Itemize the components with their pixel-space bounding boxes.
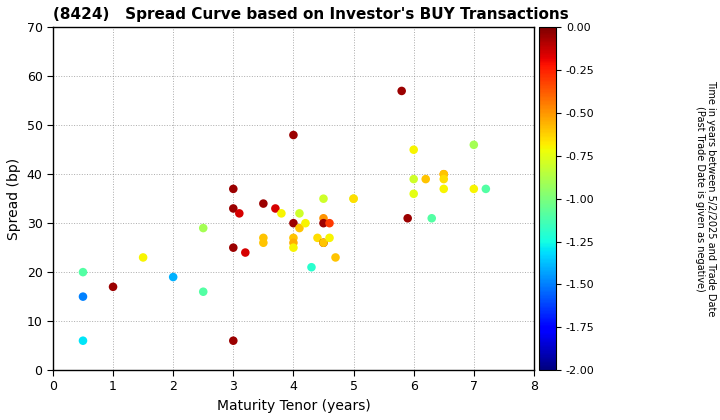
Text: (8424)   Spread Curve based on Investor's BUY Transactions: (8424) Spread Curve based on Investor's … [53,7,569,22]
Point [77,269,89,276]
Point [288,239,300,246]
Point [240,249,251,256]
Point [408,190,420,197]
Point [438,176,449,182]
Point [408,146,420,153]
Point [426,215,438,222]
Point [438,186,449,192]
Point [294,225,305,231]
Point [138,254,149,261]
Point [318,220,329,226]
Point [288,131,300,138]
Point [396,88,408,94]
Point [197,225,209,231]
Point [348,195,359,202]
Point [330,254,341,261]
Point [420,176,431,182]
Point [438,171,449,178]
Point [276,210,287,217]
Y-axis label: Time in years between 5/2/2025 and Trade Date
(Past Trade Date is given as negat: Time in years between 5/2/2025 and Trade… [695,81,716,317]
Point [228,244,239,251]
Point [468,142,480,148]
Point [107,284,119,290]
Point [288,244,300,251]
Point [294,210,305,217]
Point [168,274,179,281]
Point [318,239,329,246]
Point [300,220,311,226]
Point [269,205,281,212]
Point [324,234,336,241]
Point [77,337,89,344]
Point [408,176,420,182]
Point [348,195,359,202]
Point [77,293,89,300]
X-axis label: Maturity Tenor (years): Maturity Tenor (years) [217,399,370,413]
Point [468,186,480,192]
Point [402,215,413,222]
Point [197,289,209,295]
Point [306,264,318,270]
Y-axis label: Spread (bp): Spread (bp) [7,158,21,240]
Point [233,210,245,217]
Point [318,215,329,222]
Point [258,200,269,207]
Point [318,195,329,202]
Point [318,239,329,246]
Point [324,220,336,226]
Point [438,171,449,178]
Point [258,234,269,241]
Point [228,337,239,344]
Point [228,186,239,192]
Point [258,239,269,246]
Point [288,220,300,226]
Point [288,234,300,241]
Point [480,186,492,192]
Point [312,234,323,241]
Point [228,205,239,212]
